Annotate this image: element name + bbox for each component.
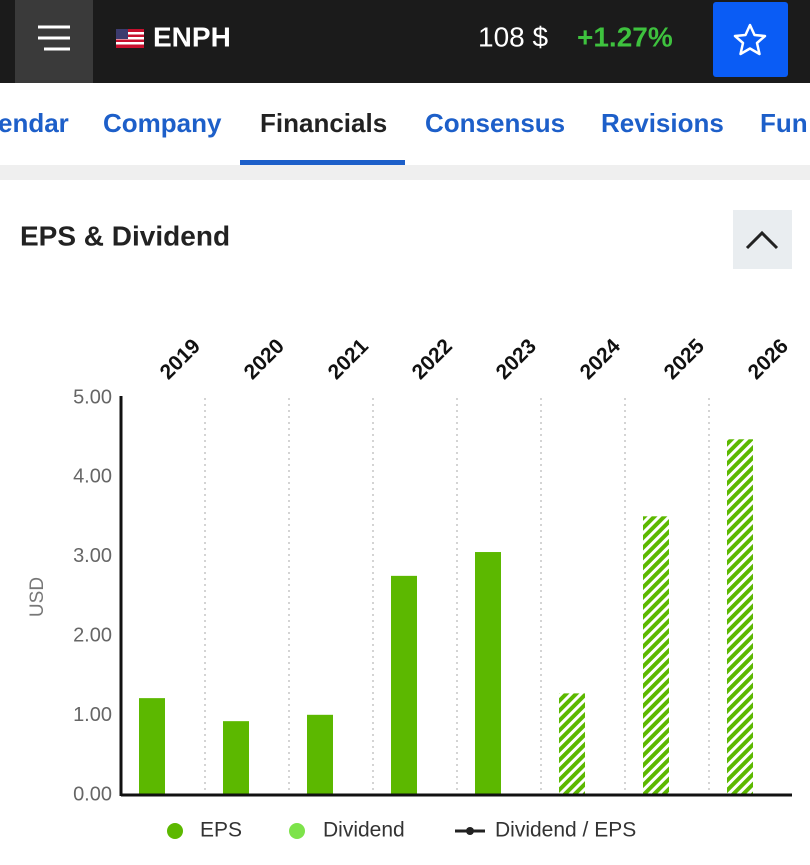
- active-tab-underline: [240, 160, 405, 165]
- tab[interactable]: Fun: [760, 108, 808, 138]
- x-tick-label: 2019: [156, 335, 205, 384]
- bar: [475, 552, 501, 795]
- watchlist-button[interactable]: [713, 2, 788, 77]
- bar: [139, 698, 165, 795]
- menu-button[interactable]: [15, 0, 93, 83]
- bar: [391, 575, 417, 795]
- bar: [727, 439, 753, 795]
- x-tick-label: 2026: [744, 335, 793, 384]
- star-icon: [733, 23, 767, 56]
- legend-label: Dividend: [323, 819, 405, 842]
- bar: [307, 714, 333, 795]
- x-tick-label: 2023: [492, 335, 541, 384]
- y-tick-label: 2.00: [73, 624, 112, 646]
- legend-marker: [289, 823, 305, 839]
- y-tick-label: 1.00: [73, 704, 112, 726]
- legend-marker: [466, 827, 474, 835]
- tab[interactable]: endar: [0, 108, 69, 138]
- tab[interactable]: Revisions: [601, 108, 724, 138]
- collapse-button[interactable]: [733, 210, 792, 269]
- y-tick-label: 5.00: [73, 386, 112, 408]
- x-tick-label: 2021: [324, 334, 374, 384]
- y-tick-label: 0.00: [73, 783, 112, 805]
- us-flag: [116, 29, 144, 48]
- legend-label: Dividend / EPS: [495, 819, 636, 842]
- bar: [559, 693, 585, 795]
- y-tick-label: 4.00: [73, 466, 112, 488]
- separator: [0, 165, 810, 180]
- tab[interactable]: Consensus: [425, 108, 565, 138]
- legend-label: EPS: [200, 819, 242, 842]
- price: 108 $: [478, 21, 548, 52]
- legend-marker: [167, 823, 183, 839]
- bar: [643, 516, 669, 795]
- menu-icon: [38, 25, 70, 51]
- bar: [223, 721, 249, 795]
- chevron-up: [745, 230, 779, 250]
- card-title: EPS & Dividend: [20, 220, 230, 251]
- x-tick-label: 2025: [660, 334, 710, 384]
- tab-bar: endar Company Financials Consensus Revisions…: [0, 108, 808, 138]
- price-change: +1.27%: [577, 21, 673, 52]
- tab[interactable]: Company: [103, 108, 222, 138]
- x-tick-label: 2020: [240, 335, 289, 384]
- y-axis-label: USD: [27, 577, 48, 617]
- x-tick-label: 2024: [576, 334, 626, 384]
- y-tick-label: 3.00: [73, 545, 112, 567]
- tab[interactable]: Financials: [260, 108, 387, 138]
- x-tick-label: 2022: [408, 335, 457, 384]
- ticker: ENPH: [153, 21, 231, 52]
